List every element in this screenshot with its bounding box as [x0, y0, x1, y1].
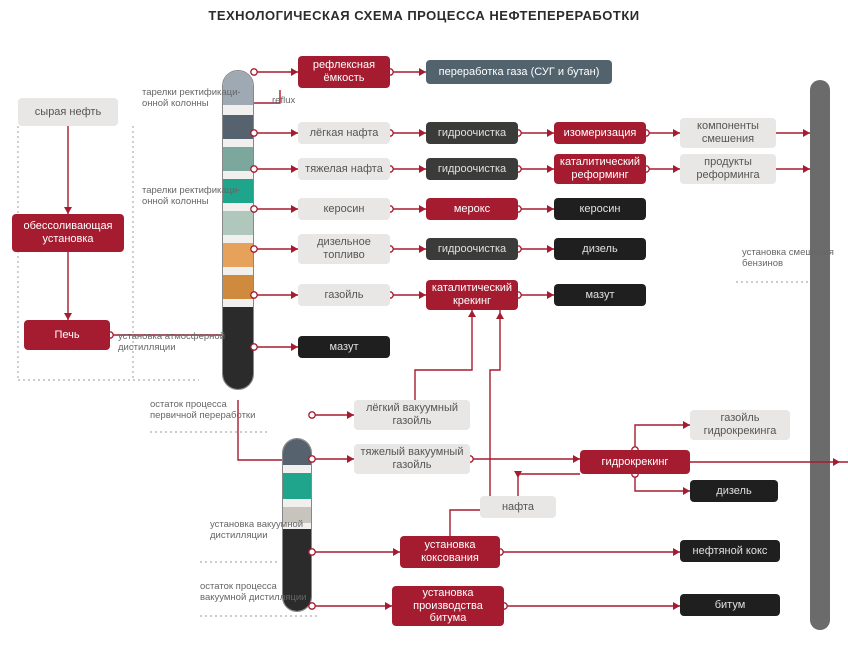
annotation-6: остаток процесса вакуумной дистилляции: [200, 582, 310, 604]
node-bitumen: битум: [680, 594, 780, 616]
node-hydro3: гидроочистка: [426, 238, 518, 260]
annotation-4: остаток процесса первичной переработки: [150, 400, 260, 422]
node-reflux: рефлексная ёмкость: [298, 56, 390, 88]
blender-bar: [810, 80, 830, 630]
annotation-1: тарелки ректификаци-онной колонны: [142, 186, 252, 208]
node-bitplant: установка производства битума: [392, 586, 504, 626]
node-catref: каталитический реформинг: [554, 154, 646, 184]
node-hcrack: гидрокрекинг: [580, 450, 690, 474]
node-diesel3: дизель: [690, 480, 778, 502]
node-gasoil: газойль: [298, 284, 390, 306]
annotation-2: reflux: [272, 96, 295, 107]
node-isom: изомеризация: [554, 122, 646, 144]
node-coker: установка коксования: [400, 536, 500, 568]
node-lnaphtha: лёгкая нафта: [298, 122, 390, 144]
annotation-0: тарелки ректификаци-онной колонны: [142, 88, 252, 110]
node-kero2: керосин: [554, 198, 646, 220]
node-refprod: продукты реформинга: [680, 154, 776, 184]
node-furnace: Печь: [24, 320, 110, 350]
node-blend: компоненты смешения: [680, 118, 776, 148]
node-merox: мерокс: [426, 198, 518, 220]
node-desalt: обесcоливающая установка: [12, 214, 124, 252]
node-diesel2: дизель: [554, 238, 646, 260]
node-hvgo: тяжелый вакуумный газойль: [354, 444, 470, 474]
node-hcgo: газойль гидрокрекинга: [690, 410, 790, 440]
node-hnaphtha: тяжелая нафта: [298, 158, 390, 180]
node-fcc: каталитический крекинг: [426, 280, 518, 310]
node-mazut: мазут: [298, 336, 390, 358]
node-hydro1: гидроочистка: [426, 122, 518, 144]
node-coke: нефтяной кокс: [680, 540, 780, 562]
annotation-5: установка вакуумной дистилляции: [210, 520, 320, 542]
node-hydro2: гидроочистка: [426, 158, 518, 180]
diagram-title: ТЕХНОЛОГИЧЕСКАЯ СХЕМА ПРОЦЕССА НЕФТЕПЕРЕ…: [0, 8, 848, 23]
node-naphtha2: нафта: [480, 496, 556, 518]
node-lvgo: лёгкий вакуумный газойль: [354, 400, 470, 430]
node-diesel: дизельное топливо: [298, 234, 390, 264]
node-kerosene: керосин: [298, 198, 390, 220]
annotation-7: установка смешения бензинов: [742, 248, 848, 270]
node-crude: сырая нефть: [18, 98, 118, 126]
node-mazut2: мазут: [554, 284, 646, 306]
annotation-3: установка атмосферной дистилляции: [118, 332, 228, 354]
node-gas: переработка газа (СУГ и бутан): [426, 60, 612, 84]
